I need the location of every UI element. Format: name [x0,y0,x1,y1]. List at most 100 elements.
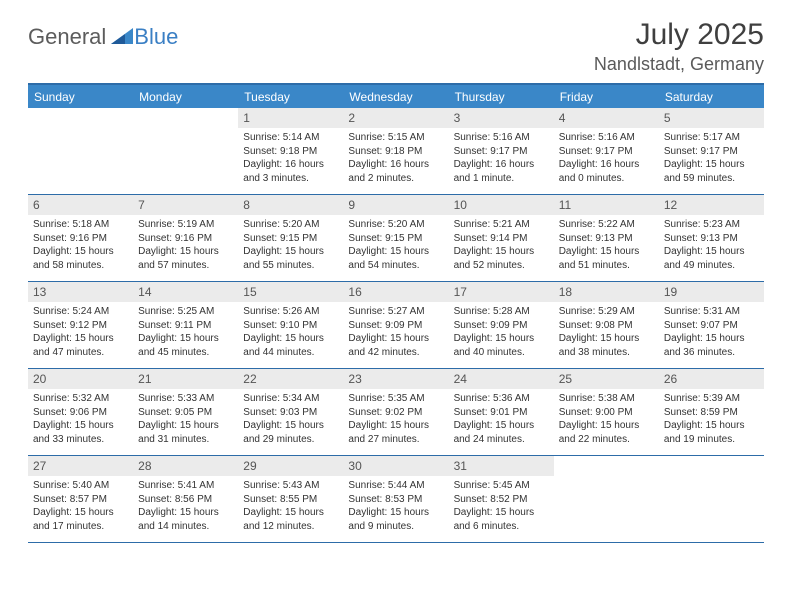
day-cell: 9Sunrise: 5:20 AMSunset: 9:15 PMDaylight… [343,195,448,281]
daylight-line: Daylight: 15 hours and 14 minutes. [138,506,233,533]
day-cell: 3Sunrise: 5:16 AMSunset: 9:17 PMDaylight… [449,108,554,194]
sunrise-line: Sunrise: 5:32 AM [33,392,128,406]
day-number: 23 [343,369,448,389]
day-details: Sunrise: 5:21 AMSunset: 9:14 PMDaylight:… [449,215,554,277]
day-number: 17 [449,282,554,302]
sunrise-line: Sunrise: 5:44 AM [348,479,443,493]
day-details: Sunrise: 5:18 AMSunset: 9:16 PMDaylight:… [28,215,133,277]
month-title: July 2025 [594,18,764,52]
daylight-line: Daylight: 15 hours and 29 minutes. [243,419,338,446]
daylight-line: Daylight: 15 hours and 38 minutes. [559,332,654,359]
sunset-line: Sunset: 8:59 PM [664,406,759,420]
day-details: Sunrise: 5:43 AMSunset: 8:55 PMDaylight:… [238,476,343,538]
sunrise-line: Sunrise: 5:16 AM [454,131,549,145]
sunrise-line: Sunrise: 5:34 AM [243,392,338,406]
sunset-line: Sunset: 9:18 PM [243,145,338,159]
logo-text-2: Blue [134,24,178,50]
daylight-line: Daylight: 15 hours and 17 minutes. [33,506,128,533]
daylight-line: Daylight: 15 hours and 47 minutes. [33,332,128,359]
header: General Blue July 2025 Nandlstadt, Germa… [28,18,764,75]
sunrise-line: Sunrise: 5:40 AM [33,479,128,493]
sunrise-line: Sunrise: 5:35 AM [348,392,443,406]
sunset-line: Sunset: 8:55 PM [243,493,338,507]
daylight-line: Daylight: 15 hours and 57 minutes. [138,245,233,272]
sunrise-line: Sunrise: 5:36 AM [454,392,549,406]
day-details: Sunrise: 5:20 AMSunset: 9:15 PMDaylight:… [238,215,343,277]
day-details: Sunrise: 5:32 AMSunset: 9:06 PMDaylight:… [28,389,133,451]
day-cell: 7 Sunrise: 5:19 AMSunset: 9:16 PMDaylight… [133,195,238,281]
daylight-line: Daylight: 15 hours and 49 minutes. [664,245,759,272]
week-row: 1Sunrise: 5:14 AMSunset: 9:18 PMDaylight… [28,108,764,195]
day-cell: 15Sunrise: 5:26 AMSunset: 9:10 PMDayligh… [238,282,343,368]
sunset-line: Sunset: 9:17 PM [559,145,654,159]
sunset-line: Sunset: 9:01 PM [454,406,549,420]
sunrise-line: Sunrise: 5:29 AM [559,305,654,319]
day-number: 29 [238,456,343,476]
sunset-line: Sunset: 9:11 PM [138,319,233,333]
day-number: 6 [28,195,133,215]
sunrise-line: Sunrise: 5:17 AM [664,131,759,145]
day-details: Sunrise: 5:38 AMSunset: 9:00 PMDaylight:… [554,389,659,451]
weekday-header: Friday [554,85,659,108]
sunrise-line: Sunrise: 5:18 AM [33,218,128,232]
daylight-line: Daylight: 15 hours and 51 minutes. [559,245,654,272]
day-details: Sunrise: 5:41 AMSunset: 8:56 PMDaylight:… [133,476,238,538]
day-cell: 11Sunrise: 5:22 AMSunset: 9:13 PMDayligh… [554,195,659,281]
day-number: 2 [343,108,448,128]
day-number: 7 [133,195,238,215]
sunset-line: Sunset: 8:52 PM [454,493,549,507]
sunrise-line: Sunrise: 5:19 AM [138,218,233,232]
day-number: 9 [343,195,448,215]
empty-day-cell [28,108,133,194]
weekday-header-row: SundayMondayTuesdayWednesdayThursdayFrid… [28,85,764,108]
day-cell: 30Sunrise: 5:44 AMSunset: 8:53 PMDayligh… [343,456,448,542]
day-number: 16 [343,282,448,302]
sunrise-line: Sunrise: 5:27 AM [348,305,443,319]
sunrise-line: Sunrise: 5:21 AM [454,218,549,232]
day-number: 22 [238,369,343,389]
daylight-line: Daylight: 15 hours and 55 minutes. [243,245,338,272]
day-cell: 4Sunrise: 5:16 AMSunset: 9:17 PMDaylight… [554,108,659,194]
daylight-line: Daylight: 16 hours and 0 minutes. [559,158,654,185]
day-details: Sunrise: 5:29 AMSunset: 9:08 PMDaylight:… [554,302,659,364]
day-details: Sunrise: 5:39 AMSunset: 8:59 PMDaylight:… [659,389,764,451]
day-cell: 24Sunrise: 5:36 AMSunset: 9:01 PMDayligh… [449,369,554,455]
day-cell: 1Sunrise: 5:14 AMSunset: 9:18 PMDaylight… [238,108,343,194]
day-number: 14 [133,282,238,302]
sunset-line: Sunset: 9:15 PM [348,232,443,246]
daylight-line: Daylight: 16 hours and 3 minutes. [243,158,338,185]
sunrise-line: Sunrise: 5:16 AM [559,131,654,145]
sunrise-line: Sunrise: 5:24 AM [33,305,128,319]
daylight-line: Daylight: 15 hours and 45 minutes. [138,332,233,359]
day-details: Sunrise: 5:34 AMSunset: 9:03 PMDaylight:… [238,389,343,451]
title-block: July 2025 Nandlstadt, Germany [594,18,764,75]
day-number: 3 [449,108,554,128]
day-number: 30 [343,456,448,476]
sunset-line: Sunset: 9:03 PM [243,406,338,420]
sunset-line: Sunset: 9:10 PM [243,319,338,333]
day-details: Sunrise: 5:16 AMSunset: 9:17 PMDaylight:… [554,128,659,190]
daylight-line: Daylight: 15 hours and 58 minutes. [33,245,128,272]
daylight-line: Daylight: 15 hours and 36 minutes. [664,332,759,359]
day-cell: 21Sunrise: 5:33 AMSunset: 9:05 PMDayligh… [133,369,238,455]
day-details: Sunrise: 5:44 AMSunset: 8:53 PMDaylight:… [343,476,448,538]
day-details: Sunrise: 5:26 AMSunset: 9:10 PMDaylight:… [238,302,343,364]
sunrise-line: Sunrise: 5:31 AM [664,305,759,319]
weekday-header: Tuesday [238,85,343,108]
day-number: 20 [28,369,133,389]
sunset-line: Sunset: 9:16 PM [33,232,128,246]
location: Nandlstadt, Germany [594,54,764,75]
empty-day-cell [554,456,659,542]
sunset-line: Sunset: 9:16 PM [138,232,233,246]
weekday-header: Saturday [659,85,764,108]
sunset-line: Sunset: 9:12 PM [33,319,128,333]
day-number: 24 [449,369,554,389]
day-number: 13 [28,282,133,302]
day-number: 31 [449,456,554,476]
day-cell: 17Sunrise: 5:28 AMSunset: 9:09 PMDayligh… [449,282,554,368]
empty-day-cell [133,108,238,194]
day-cell: 19Sunrise: 5:31 AMSunset: 9:07 PMDayligh… [659,282,764,368]
logo: General Blue [28,24,178,50]
day-details: Sunrise: 5:40 AMSunset: 8:57 PMDaylight:… [28,476,133,538]
day-number: 1 [238,108,343,128]
